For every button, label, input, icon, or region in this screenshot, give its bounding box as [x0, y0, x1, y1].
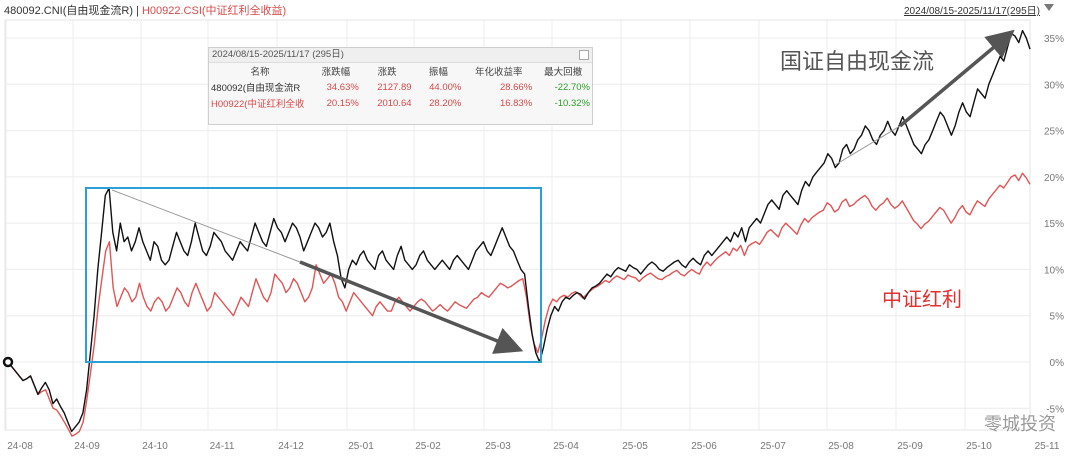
stats-cell-name: H00922(中证红利全收	[211, 99, 305, 110]
trend-line-thin	[111, 189, 301, 263]
watermark: 零城投资	[984, 414, 1056, 434]
y-tick-label: 5%	[1050, 312, 1065, 323]
stats-panel: 2024/08/15-2025/11/17 (295日) 名称 涨跌幅 涨跌 振…	[208, 47, 593, 125]
start-marker	[2, 356, 14, 368]
annotation-dividend: 中证红利	[882, 289, 962, 311]
y-tick-label: -5%	[1046, 404, 1064, 415]
stats-header-cell: 年化收益率	[475, 67, 523, 78]
table-row: 480092(自由现金流R 34.63% 2127.89 44.00% 28.6…	[209, 79, 592, 95]
series-dividend-line	[7, 172, 1031, 437]
stats-cell: 28.66%	[499, 81, 533, 93]
stats-header-cell: 涨跌	[377, 67, 397, 78]
x-tick-label: 24-12	[278, 441, 304, 452]
stats-cell: 20.15%	[326, 97, 359, 109]
x-tick-label: 24-11	[210, 441, 235, 452]
x-tick-label: 25-02	[415, 441, 441, 452]
stats-cell: 2127.89	[377, 81, 412, 93]
x-tick-label: 24-09	[74, 441, 100, 452]
stats-table: 名称 涨跌幅 涨跌 振幅 年化收益率 最大回撤 480092(自由现金流R 34…	[209, 63, 592, 111]
series1-label[interactable]: 480092.CNI(自由现金流R)	[4, 5, 133, 17]
y-tick-label: 30%	[1044, 80, 1064, 91]
uptrend-arrow	[898, 29, 1015, 128]
close-icon[interactable]	[579, 50, 589, 60]
x-tick-label: 25-10	[966, 441, 992, 452]
date-range-label[interactable]: 2024/08/15-2025/11/17(295日)	[903, 6, 1040, 17]
x-tick-label: 24-10	[142, 441, 168, 452]
x-tick-label: 25-08	[828, 441, 854, 452]
chart-header: 480092.CNI(自由现金流R) | H00922.CSI(中证红利全收益)	[4, 2, 286, 18]
stats-panel-title: 2024/08/15-2025/11/17 (295日)	[209, 48, 592, 63]
downtrend-arrow	[299, 260, 524, 354]
stats-header-cell: 振幅	[428, 67, 448, 78]
annotation-free-cash-flow: 国证自由现金流	[780, 49, 935, 74]
x-tick-label: 24-08	[7, 441, 33, 452]
series-fcf-line	[7, 29, 1031, 433]
stats-header-cell: 涨跌幅	[321, 67, 351, 78]
y-tick-label: 20%	[1044, 173, 1064, 184]
stats-cell: 16.83%	[499, 97, 533, 109]
stats-cell: 44.00%	[429, 81, 462, 93]
highlight-box	[85, 187, 542, 363]
stats-cell: 2010.64	[377, 97, 412, 109]
y-tick-label: 25%	[1044, 127, 1064, 138]
y-tick-label: 35%	[1044, 34, 1064, 45]
stats-header-cell: 最大回撤	[544, 67, 583, 78]
x-tick-label: 25-06	[691, 441, 717, 452]
stats-cell: -22.70%	[554, 81, 590, 93]
x-tick-label: 25-03	[485, 441, 511, 452]
x-tick-label: 25-05	[622, 441, 648, 452]
stats-cell: 34.63%	[326, 81, 359, 93]
x-tick-label: 25-07	[760, 441, 786, 452]
x-tick-label: 25-04	[553, 441, 579, 452]
stats-cell-name: 480092(自由现金流R	[211, 83, 301, 94]
y-tick-label: 15%	[1044, 219, 1064, 230]
y-tick-label: 0%	[1050, 358, 1065, 369]
x-tick-label: 25-01	[348, 441, 374, 452]
chevron-down-icon[interactable]	[1044, 4, 1054, 11]
stats-header-cell: 名称	[250, 67, 270, 78]
series2-label[interactable]: H00922.CSI(中证红利全收益)	[141, 5, 287, 17]
y-tick-label: 10%	[1044, 265, 1064, 276]
header-separator: |	[132, 5, 142, 17]
x-tick-label: 25-11	[1035, 441, 1060, 452]
x-tick-label: 25-09	[897, 441, 923, 452]
stats-cell: -10.32%	[554, 97, 590, 109]
plot-border	[4, 19, 1031, 431]
stats-cell: 28.20%	[429, 97, 462, 109]
table-row: H00922(中证红利全收 20.15% 2010.64 28.20% 16.8…	[209, 95, 592, 111]
trend-line-thin	[834, 125, 901, 166]
